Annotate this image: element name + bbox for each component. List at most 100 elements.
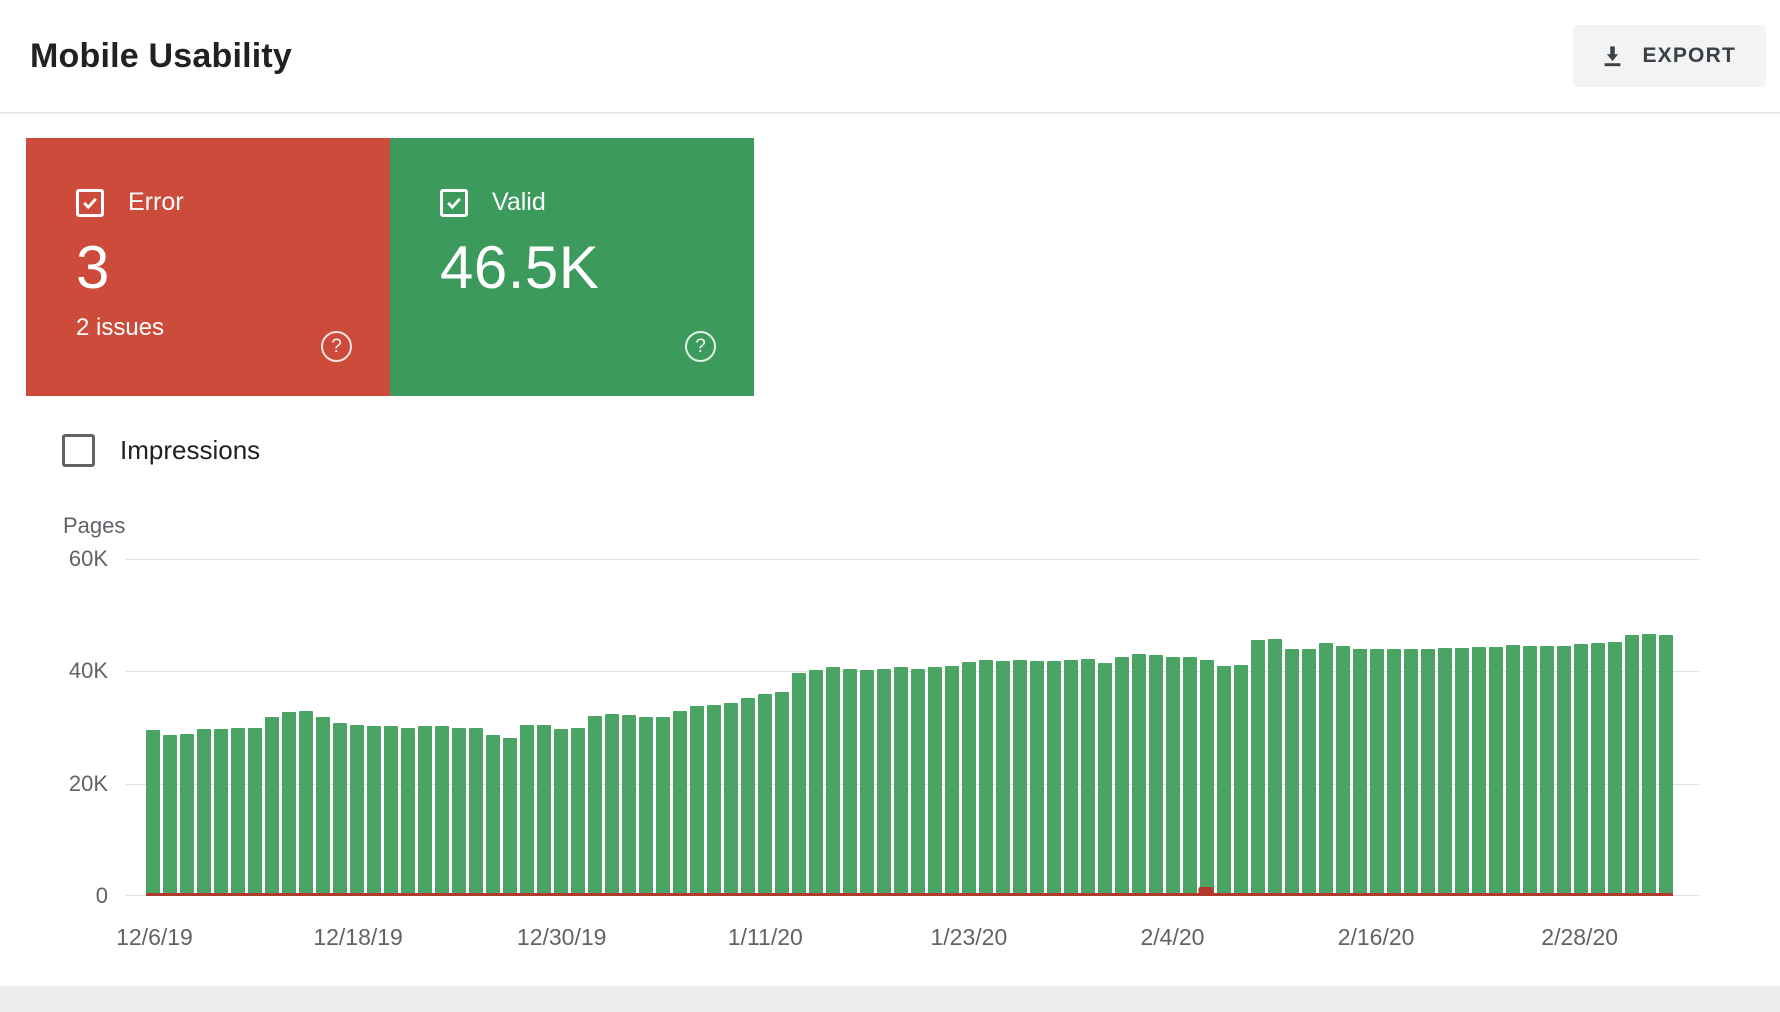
impressions-checkbox[interactable] <box>62 434 95 467</box>
valid-pages-bar[interactable] <box>1472 646 1486 896</box>
valid-pages-bar[interactable] <box>1455 648 1469 896</box>
valid-pages-bar[interactable] <box>503 737 517 896</box>
valid-pages-bar[interactable] <box>1370 648 1384 896</box>
valid-pages-bar[interactable] <box>894 667 908 896</box>
valid-pages-bar[interactable] <box>809 670 823 896</box>
export-button[interactable]: EXPORT <box>1573 25 1766 87</box>
valid-pages-bar[interactable] <box>1166 656 1180 896</box>
valid-pages-bar[interactable] <box>1608 642 1622 896</box>
valid-pages-bar[interactable] <box>1387 649 1401 896</box>
valid-pages-bar[interactable] <box>1659 634 1673 896</box>
valid-pages-bar[interactable] <box>350 724 364 896</box>
valid-pages-bar[interactable] <box>775 692 789 896</box>
valid-pages-bar[interactable] <box>673 710 687 896</box>
valid-pages-bar[interactable] <box>758 693 772 896</box>
error-checkbox[interactable] <box>76 188 104 217</box>
valid-pages-bar[interactable] <box>1217 666 1231 896</box>
valid-pages-bar[interactable] <box>1404 648 1418 896</box>
valid-pages-bar[interactable] <box>197 728 211 896</box>
valid-pages-bar[interactable] <box>996 661 1010 896</box>
valid-pages-bar[interactable] <box>248 727 262 896</box>
valid-pages-bar[interactable] <box>1268 639 1282 896</box>
valid-pages-bar[interactable] <box>1438 648 1452 896</box>
valid-pages-bar[interactable] <box>792 673 806 896</box>
valid-pages-bar[interactable] <box>469 727 483 896</box>
valid-pages-bar[interactable] <box>962 661 976 896</box>
valid-pages-bar[interactable] <box>554 728 568 896</box>
valid-pages-bar[interactable] <box>1047 661 1061 896</box>
valid-pages-bar[interactable] <box>435 726 449 896</box>
valid-pages-bar[interactable] <box>1251 640 1265 896</box>
valid-pages-bar[interactable] <box>1115 656 1129 896</box>
valid-pages-bar[interactable] <box>1183 657 1197 896</box>
valid-pages-bar[interactable] <box>214 728 228 896</box>
valid-pages-bar[interactable] <box>486 735 500 896</box>
valid-pages-bar[interactable] <box>1336 646 1350 896</box>
valid-pages-bar[interactable] <box>1098 662 1112 896</box>
valid-pages-bar[interactable] <box>1506 644 1520 896</box>
valid-pages-bar[interactable] <box>911 668 925 896</box>
valid-pages-bar[interactable] <box>1132 654 1146 896</box>
valid-pages-bar[interactable] <box>945 665 959 896</box>
valid-checkbox[interactable] <box>440 188 468 217</box>
valid-pages-bar[interactable] <box>707 705 721 896</box>
valid-pages-bar[interactable] <box>333 723 347 896</box>
error-card[interactable]: Error 3 2 issues ? <box>26 138 390 396</box>
valid-pages-bar[interactable] <box>1421 648 1435 896</box>
valid-pages-bar[interactable] <box>1013 660 1027 896</box>
valid-pages-bar[interactable] <box>231 727 245 896</box>
valid-pages-bar[interactable] <box>1625 635 1639 896</box>
valid-help-icon[interactable]: ? <box>685 331 716 362</box>
valid-pages-bar[interactable] <box>146 730 160 896</box>
valid-card[interactable]: Valid 46.5K ? <box>390 138 754 396</box>
valid-pages-bar[interactable] <box>1319 643 1333 896</box>
chart-bars[interactable] <box>146 559 1673 896</box>
valid-pages-bar[interactable] <box>1642 634 1656 896</box>
valid-pages-bar[interactable] <box>537 724 551 896</box>
valid-pages-bar[interactable] <box>1591 643 1605 896</box>
valid-pages-bar[interactable] <box>1081 658 1095 896</box>
valid-pages-bar[interactable] <box>690 706 704 896</box>
valid-pages-bar[interactable] <box>401 727 415 896</box>
valid-pages-bar[interactable] <box>724 703 738 896</box>
valid-pages-bar[interactable] <box>180 734 194 896</box>
valid-pages-bar[interactable] <box>1523 646 1537 896</box>
impressions-toggle[interactable]: Impressions <box>62 434 260 467</box>
valid-pages-bar[interactable] <box>843 668 857 896</box>
valid-pages-bar[interactable] <box>639 717 653 896</box>
valid-pages-bar[interactable] <box>928 667 942 896</box>
valid-pages-bar[interactable] <box>299 710 313 896</box>
valid-pages-bar[interactable] <box>1149 655 1163 896</box>
valid-pages-bar[interactable] <box>860 669 874 896</box>
valid-pages-bar[interactable] <box>265 717 279 896</box>
valid-pages-bar[interactable] <box>452 727 466 896</box>
valid-pages-bar[interactable] <box>656 716 670 896</box>
error-help-icon[interactable]: ? <box>321 331 352 362</box>
valid-pages-bar[interactable] <box>163 735 177 896</box>
valid-pages-bar[interactable] <box>316 717 330 896</box>
valid-pages-bar[interactable] <box>826 667 840 896</box>
valid-pages-bar[interactable] <box>1489 646 1503 896</box>
valid-pages-bar[interactable] <box>1557 646 1571 896</box>
valid-pages-bar[interactable] <box>1234 664 1248 896</box>
valid-pages-bar[interactable] <box>979 660 993 896</box>
valid-pages-bar[interactable] <box>1540 645 1554 896</box>
valid-pages-bar[interactable] <box>1302 648 1316 896</box>
valid-pages-bar[interactable] <box>741 698 755 896</box>
valid-pages-bar[interactable] <box>1285 648 1299 896</box>
valid-pages-bar[interactable] <box>282 711 296 896</box>
valid-pages-bar[interactable] <box>418 726 432 896</box>
valid-pages-bar[interactable] <box>877 668 891 896</box>
valid-pages-bar[interactable] <box>1064 660 1078 896</box>
valid-pages-bar[interactable] <box>367 725 381 896</box>
valid-pages-bar[interactable] <box>1030 661 1044 896</box>
valid-pages-bar[interactable] <box>571 727 585 896</box>
valid-pages-bar[interactable] <box>1200 660 1214 896</box>
valid-pages-bar[interactable] <box>605 714 619 896</box>
valid-pages-bar[interactable] <box>622 715 636 896</box>
valid-pages-bar[interactable] <box>1574 643 1588 896</box>
valid-pages-bar[interactable] <box>384 726 398 896</box>
valid-pages-bar[interactable] <box>588 716 602 896</box>
valid-pages-bar[interactable] <box>1353 648 1367 896</box>
valid-pages-bar[interactable] <box>520 725 534 896</box>
